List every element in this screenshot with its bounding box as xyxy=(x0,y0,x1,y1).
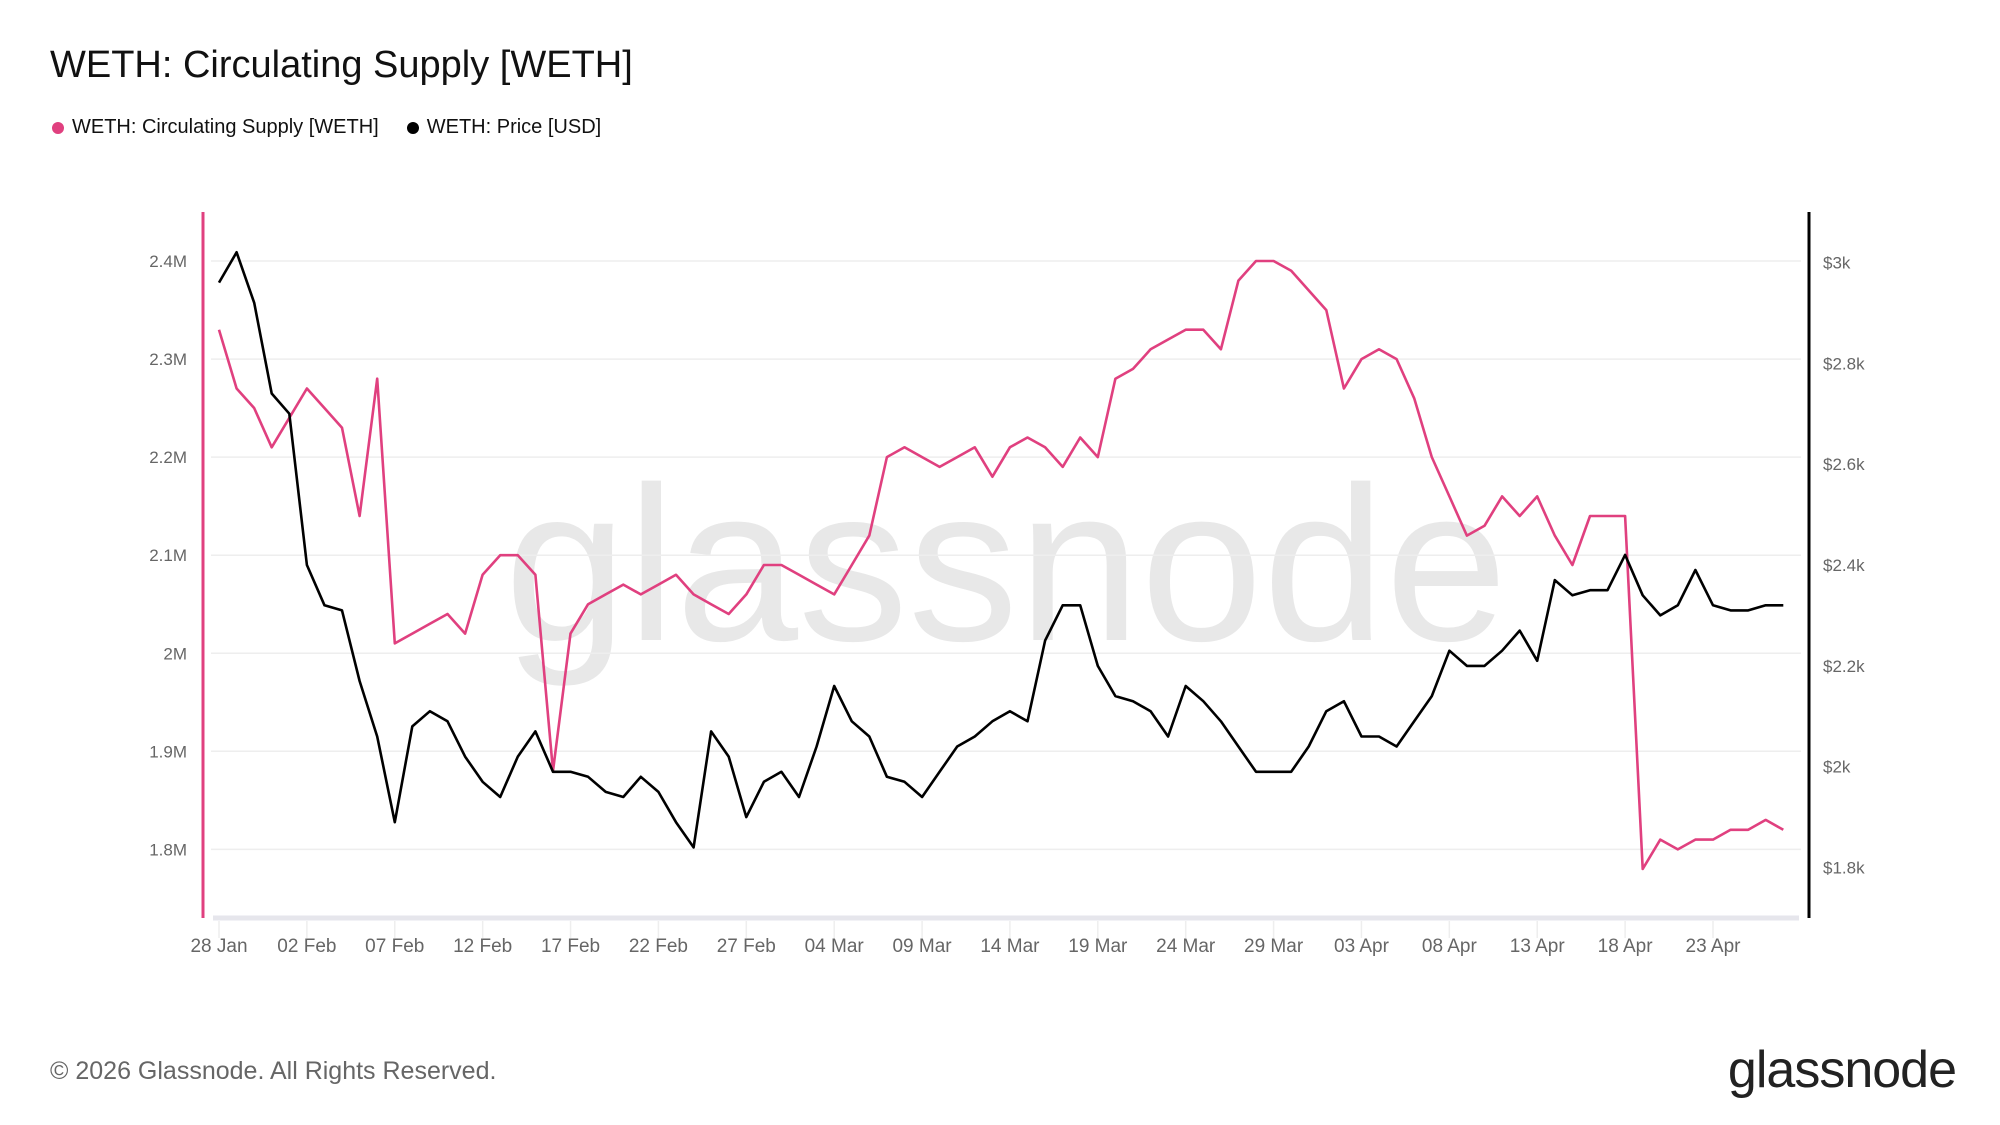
x-tick-label: 18 Apr xyxy=(1598,936,1654,957)
price-series-line xyxy=(217,251,1784,849)
legend-item-price[interactable]: WETH: Price [USD] xyxy=(406,116,602,139)
right-tick-label: $3k xyxy=(1823,253,1851,272)
x-tick-label: 14 Mar xyxy=(980,936,1040,957)
chart-title: WETH: Circulating Supply [WETH] xyxy=(50,44,633,86)
left-tick-label: 1.9M xyxy=(149,742,187,761)
left-tick-label: 2.4M xyxy=(149,252,187,271)
legend: WETH: Circulating Supply [WETH] WETH: Pr… xyxy=(52,116,601,139)
left-tick-label: 2.1M xyxy=(149,546,187,565)
copyright: © 2026 Glassnode. All Rights Reserved. xyxy=(50,1057,497,1085)
x-tick-label: 17 Feb xyxy=(541,936,600,957)
supply-series-line xyxy=(217,259,1784,871)
x-tick-label: 08 Apr xyxy=(1422,936,1478,957)
right-tick-label: $2.2k xyxy=(1823,657,1865,676)
x-tick-label: 13 Apr xyxy=(1510,936,1566,957)
right-tick-label: $1.8k xyxy=(1823,859,1865,878)
x-tick-label: 22 Feb xyxy=(629,936,688,957)
x-tick-label: 03 Apr xyxy=(1334,936,1390,957)
x-tick-label: 23 Apr xyxy=(1686,936,1742,957)
left-tick-label: 1.8M xyxy=(149,840,187,859)
x-tick-label: 04 Mar xyxy=(805,936,865,957)
left-tick-label: 2.3M xyxy=(149,350,187,369)
x-tick-label: 09 Mar xyxy=(892,936,952,957)
legend-label: WETH: Price [USD] xyxy=(426,116,602,138)
x-tick-label: 24 Mar xyxy=(1156,936,1216,957)
x-tick-label: 07 Feb xyxy=(365,936,424,957)
left-tick-label: 2M xyxy=(163,644,187,663)
x-tick-label: 29 Mar xyxy=(1244,936,1304,957)
x-tick-label: 12 Feb xyxy=(453,936,512,957)
right-tick-label: $2k xyxy=(1823,758,1851,777)
legend-dot-icon xyxy=(406,121,419,134)
left-tick-label: 2.2M xyxy=(149,448,187,467)
legend-dot-icon xyxy=(52,121,64,134)
x-tick-label: 28 Jan xyxy=(190,936,247,957)
glassnode-logo: glassnode xyxy=(1727,1041,1957,1099)
legend-label: WETH: Circulating Supply [WETH] xyxy=(72,116,379,138)
x-tick-label: 02 Feb xyxy=(277,936,336,957)
legend-item-supply[interactable]: WETH: Circulating Supply [WETH] xyxy=(52,116,379,139)
x-tick-label: 19 Mar xyxy=(1068,936,1128,957)
right-tick-label: $2.4k xyxy=(1823,556,1865,575)
right-tick-label: $2.8k xyxy=(1823,354,1865,373)
watermark: glassnode xyxy=(505,441,1508,687)
right-tick-label: $2.6k xyxy=(1823,455,1865,474)
x-tick-label: 27 Feb xyxy=(717,936,776,957)
